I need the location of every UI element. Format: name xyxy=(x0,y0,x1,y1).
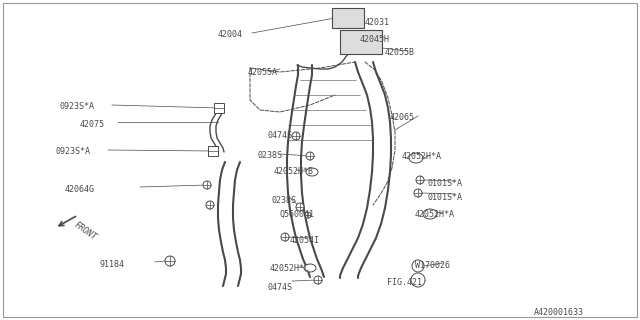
Circle shape xyxy=(416,176,424,184)
Circle shape xyxy=(292,132,300,140)
Bar xyxy=(208,146,218,156)
Text: 0238S: 0238S xyxy=(272,196,297,205)
Text: 42031: 42031 xyxy=(365,18,390,27)
Text: A420001633: A420001633 xyxy=(534,308,584,317)
Ellipse shape xyxy=(306,168,318,176)
Circle shape xyxy=(412,260,424,272)
Bar xyxy=(340,30,382,54)
Text: 0923S*A: 0923S*A xyxy=(60,102,95,111)
Text: 0474S: 0474S xyxy=(268,283,293,292)
Text: 42052H*A: 42052H*A xyxy=(415,210,455,219)
Text: 0101S*A: 0101S*A xyxy=(427,179,462,188)
Circle shape xyxy=(305,212,311,218)
Text: FIG.421: FIG.421 xyxy=(387,278,422,287)
Bar xyxy=(214,103,224,113)
Text: 42055B: 42055B xyxy=(385,48,415,57)
Text: W170026: W170026 xyxy=(415,261,450,270)
Circle shape xyxy=(411,273,425,287)
Text: 0474S: 0474S xyxy=(268,131,293,140)
Text: 0923S*A: 0923S*A xyxy=(55,147,90,156)
Circle shape xyxy=(281,233,289,241)
Circle shape xyxy=(206,201,214,209)
Circle shape xyxy=(314,276,322,284)
Ellipse shape xyxy=(304,264,316,272)
Circle shape xyxy=(306,152,314,160)
Text: 42054I: 42054I xyxy=(290,236,320,245)
Circle shape xyxy=(296,203,304,211)
Text: 42052H*C: 42052H*C xyxy=(270,264,310,273)
Circle shape xyxy=(203,181,211,189)
Ellipse shape xyxy=(409,153,423,163)
Text: 42055A: 42055A xyxy=(248,68,278,77)
Ellipse shape xyxy=(423,209,437,219)
Text: FRONT: FRONT xyxy=(72,220,98,242)
Text: 0238S: 0238S xyxy=(258,151,283,160)
Text: 42064G: 42064G xyxy=(65,185,95,194)
Text: Q560041: Q560041 xyxy=(280,210,315,219)
Text: 42052H*B: 42052H*B xyxy=(274,167,314,176)
Text: 42052H*A: 42052H*A xyxy=(402,152,442,161)
Text: 0101S*A: 0101S*A xyxy=(427,193,462,202)
Text: 42065: 42065 xyxy=(390,113,415,122)
Text: 42045H: 42045H xyxy=(360,35,390,44)
Circle shape xyxy=(165,256,175,266)
Bar xyxy=(332,8,364,28)
Text: 91184: 91184 xyxy=(100,260,125,269)
Text: 42075: 42075 xyxy=(80,120,105,129)
Text: 42004: 42004 xyxy=(218,30,243,39)
Circle shape xyxy=(414,189,422,197)
